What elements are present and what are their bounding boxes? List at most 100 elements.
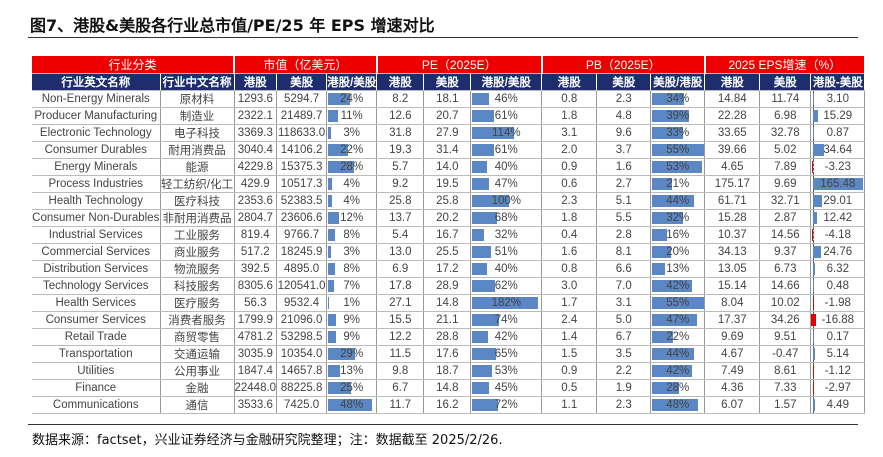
- cell-value: 21096.0: [280, 314, 323, 326]
- industry-en: Transportation: [58, 348, 133, 360]
- table-cell: 61%: [470, 107, 543, 125]
- cell-value: 819.4: [240, 229, 270, 241]
- table-cell: 62%: [470, 277, 543, 295]
- table-cell: 17.6: [423, 345, 472, 363]
- cell-value: 0.17: [826, 331, 849, 343]
- ratio-bar: [652, 331, 674, 343]
- table-cell: 42%: [470, 328, 543, 346]
- table-row: Producer Manufacturing 制造业 2322.1 21489.7 11…: [32, 107, 866, 125]
- column-header: 美股: [596, 73, 652, 91]
- table-cell: 4.65: [704, 158, 761, 176]
- cell-value: 74%: [494, 314, 518, 326]
- eps-diff-bar: [813, 110, 818, 122]
- table-cell: 28.8: [423, 328, 472, 346]
- table-cell: 7.49: [704, 362, 761, 380]
- ratio-bar: [652, 399, 698, 411]
- column-header: 港股: [541, 73, 598, 91]
- ratio-bar: [472, 348, 496, 360]
- table-cell: 3.7: [596, 141, 652, 159]
- table-cell: 9%: [326, 311, 378, 329]
- table-cell: 9%: [326, 328, 378, 346]
- cell-value: 6.32: [826, 263, 849, 275]
- table-cell: 能源: [160, 158, 235, 176]
- ratio-bar: [472, 212, 497, 224]
- cell-value: -4.18: [824, 229, 851, 241]
- table-cell: 34.13: [704, 243, 761, 261]
- table-cell: 5.1: [596, 192, 652, 210]
- cell-value: 15375.3: [280, 161, 323, 173]
- cell-value: 9.69: [721, 331, 744, 343]
- cell-value: 6.98: [774, 110, 797, 122]
- table-cell: 工业服务: [160, 226, 235, 244]
- ratio-bar: [472, 93, 489, 105]
- table-row: Health Services 医疗服务 56.3 9532.4 1% 27.1 14.8 1…: [32, 294, 866, 312]
- table-cell: 165.48: [810, 175, 866, 193]
- table-cell: 72%: [470, 396, 543, 414]
- eps-diff-bar: [813, 144, 824, 156]
- cell-value: 1.6: [561, 246, 578, 258]
- cell-value: 2.8: [615, 229, 632, 241]
- table-cell: 18.1: [423, 90, 472, 108]
- cell-value: 8.04: [721, 297, 744, 309]
- cell-value: 61.71: [717, 195, 747, 207]
- cell-value: 1%: [343, 297, 360, 309]
- cell-value: 1.6: [615, 161, 632, 173]
- table-row: Utilities 公用事业 1847.4 14657.8 13% 9.8 18.7 53% 0…: [32, 362, 866, 380]
- table-cell: 40%: [470, 158, 543, 176]
- cell-value: 33%: [666, 127, 690, 139]
- eps-diff-bar: [813, 178, 864, 190]
- table-cell: 2322.1: [234, 107, 278, 125]
- table-cell: 100%: [470, 192, 543, 210]
- industry-en: Retail Trade: [64, 331, 127, 343]
- cell-value: 1.5: [561, 348, 578, 360]
- table-cell: 29.01: [810, 192, 866, 210]
- table-cell: 14.0: [423, 158, 472, 176]
- cell-value: 22.28: [717, 110, 747, 122]
- table-row: Finance 金融 22448.0 88225.8 25% 6.7 14.8 45% 0.5 1…: [32, 379, 866, 397]
- table-cell: 科技服务: [160, 277, 235, 295]
- cell-value: 4.65: [721, 161, 744, 173]
- table-cell: 公用事业: [160, 362, 235, 380]
- cell-value: 14.8: [436, 297, 459, 309]
- cell-value: 56.3: [244, 297, 267, 309]
- industry-en: Industrial Services: [48, 229, 143, 241]
- cell-value: 34%: [666, 93, 690, 105]
- cell-value: 9.8: [392, 365, 409, 377]
- cell-value: -2.97: [824, 382, 851, 394]
- cell-value: 517.2: [240, 246, 270, 258]
- table-cell: 32%: [650, 209, 706, 227]
- cell-value: 5.02: [774, 144, 797, 156]
- eps-diff-bar: [813, 331, 815, 343]
- table-cell: 8.1: [596, 243, 652, 261]
- table-cell: 3.0: [541, 277, 598, 295]
- table-cell: 6.73: [759, 260, 812, 278]
- ratio-bar: [652, 263, 665, 275]
- table-cell: 15.14: [704, 277, 761, 295]
- industry-en: Consumer Durables: [44, 144, 147, 156]
- cell-value: 4229.8: [237, 161, 273, 173]
- cell-value: 13.05: [717, 263, 747, 275]
- table-cell: 11%: [326, 107, 378, 125]
- table-cell: 24.76: [810, 243, 866, 261]
- table-cell: 0.17: [810, 328, 866, 346]
- table-cell: -2.97: [810, 379, 866, 397]
- table-cell: 22448.0: [234, 379, 278, 397]
- table-cell: 1.1: [541, 396, 598, 414]
- ratio-bar: [652, 382, 679, 394]
- cell-value: 392.5: [240, 263, 270, 275]
- cell-value: 18245.9: [280, 246, 323, 258]
- table-cell: 2.8: [596, 226, 652, 244]
- cell-value: 9532.4: [283, 297, 320, 309]
- table-cell: 7.33: [759, 379, 812, 397]
- ratio-bar: [472, 246, 491, 258]
- industry-cn: 耐用消费品: [168, 145, 226, 157]
- cell-value: 25%: [340, 382, 364, 394]
- table-cell: 13%: [326, 362, 378, 380]
- cell-value: 7425.0: [283, 399, 320, 411]
- table-cell: 28.9: [423, 277, 472, 295]
- cell-value: 3533.6: [237, 399, 273, 411]
- cell-value: 9.69: [774, 178, 797, 190]
- cell-value: 48%: [340, 399, 364, 411]
- table-cell: 19.3: [376, 141, 425, 159]
- table-cell: Transportation: [32, 345, 161, 363]
